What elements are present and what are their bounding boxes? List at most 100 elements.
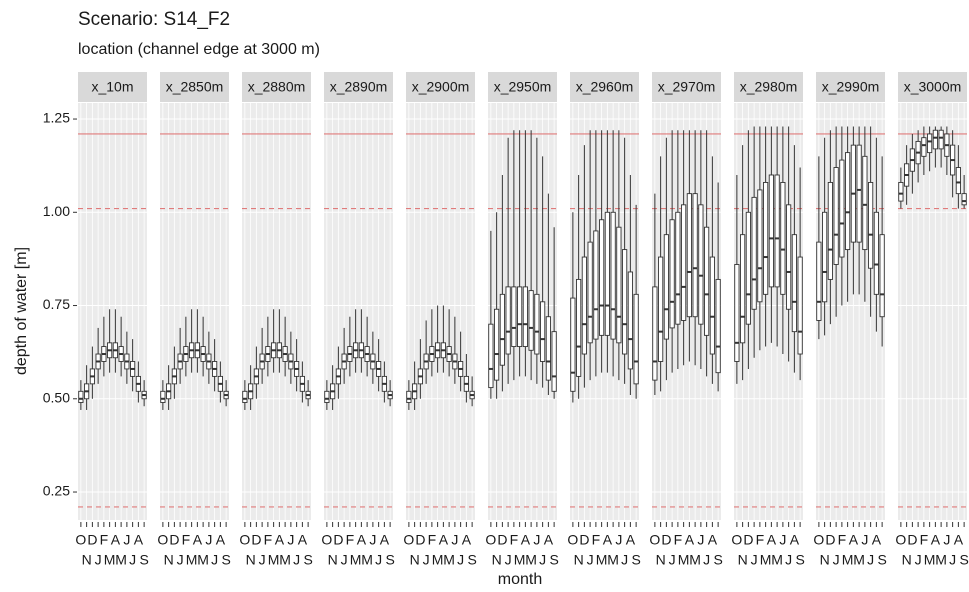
x-tick-label: S (385, 552, 394, 568)
strip (898, 72, 967, 102)
strip (734, 72, 803, 102)
box (938, 129, 944, 150)
x-tick-label: J (95, 552, 102, 568)
x-tick-label: S (713, 552, 722, 568)
x-tick-label: A (298, 532, 308, 548)
panel (898, 103, 967, 520)
x-tick-label: D (497, 532, 507, 548)
box (709, 256, 715, 355)
x-tick-label: N (410, 552, 420, 568)
x-tick-label: O (895, 532, 906, 548)
y-axis-label: depth of water [m] (13, 247, 30, 375)
x-tick-label: J (457, 552, 464, 568)
x-tick-label: S (959, 552, 968, 568)
box (587, 241, 593, 344)
x-tick-label: M (514, 552, 526, 568)
box (581, 256, 587, 355)
x-tick-label: D (87, 532, 97, 548)
x-tick-label: O (75, 532, 86, 548)
x-tick-label: O (157, 532, 168, 548)
box (955, 167, 961, 195)
x-tick-label: M (197, 552, 209, 568)
facet-label: x_2990m (822, 79, 880, 95)
x-tick-label: M (104, 552, 116, 568)
x-tick-label: A (603, 532, 613, 548)
x-tick-label: J (785, 552, 792, 568)
box (734, 264, 740, 362)
box (545, 316, 551, 381)
y-tick-label: 1.00 (43, 203, 70, 219)
facet-label: x_2900m (412, 79, 470, 95)
box (932, 129, 938, 150)
box (797, 256, 803, 355)
box (757, 189, 763, 303)
x-axis-label: month (498, 571, 542, 588)
x-tick-label: J (703, 552, 710, 568)
x-tick-label: A (357, 532, 367, 548)
facet-label: x_2890m (330, 79, 388, 95)
box (774, 174, 780, 288)
x-tick-label: J (423, 552, 430, 568)
x-tick-label: A (790, 532, 800, 548)
x-tick-label: A (931, 532, 941, 548)
box (763, 181, 769, 295)
box (839, 159, 845, 258)
x-tick-label: D (661, 532, 671, 548)
box (604, 211, 610, 336)
box (868, 181, 874, 269)
strip (570, 72, 639, 102)
facet-label: x_2960m (576, 79, 634, 95)
x-tick-label: S (795, 552, 804, 568)
panel (324, 103, 393, 520)
panel (816, 103, 885, 520)
box (522, 286, 528, 348)
x-tick-label: A (849, 532, 859, 548)
x-tick-label: J (129, 552, 136, 568)
x-tick-label: M (924, 552, 936, 568)
x-tick-label: N (164, 552, 174, 568)
x-tick-label: J (943, 532, 950, 548)
x-tick-label: J (697, 532, 704, 548)
box (658, 256, 664, 362)
x-tick-label: M (842, 552, 854, 568)
facet-label: x_2950m (494, 79, 552, 95)
strip (78, 72, 147, 102)
y-tick-label: 0.50 (43, 389, 70, 405)
facet-label: x_2980m (740, 79, 798, 95)
strip (652, 72, 721, 102)
x-tick-label: J (533, 532, 540, 548)
x-tick-label: J (451, 532, 458, 548)
x-tick-label: J (259, 552, 266, 568)
box (488, 323, 494, 389)
box (745, 211, 751, 325)
box (715, 278, 721, 374)
x-tick-label: A (872, 532, 882, 548)
x-tick-label: M (432, 552, 444, 568)
x-tick-label: J (833, 552, 840, 568)
box (652, 286, 658, 381)
x-tick-label: D (579, 532, 589, 548)
y-tick-label: 0.75 (43, 296, 70, 312)
box (627, 271, 633, 370)
x-tick-label: S (139, 552, 148, 568)
box (845, 152, 851, 251)
strip (816, 72, 885, 102)
x-tick-label: N (328, 552, 338, 568)
box (494, 308, 500, 381)
box (570, 297, 576, 392)
x-tick-label: A (380, 532, 390, 548)
x-tick-label: J (669, 552, 676, 568)
box (551, 331, 557, 392)
box (898, 181, 904, 202)
box (517, 286, 523, 348)
x-tick-label: M (268, 552, 280, 568)
panel (570, 103, 639, 520)
strip (406, 72, 475, 102)
box (616, 226, 622, 344)
panel (652, 103, 721, 520)
box (534, 293, 540, 355)
box (780, 181, 786, 295)
x-tick-label: M (350, 552, 362, 568)
x-tick-label: F (264, 532, 273, 548)
